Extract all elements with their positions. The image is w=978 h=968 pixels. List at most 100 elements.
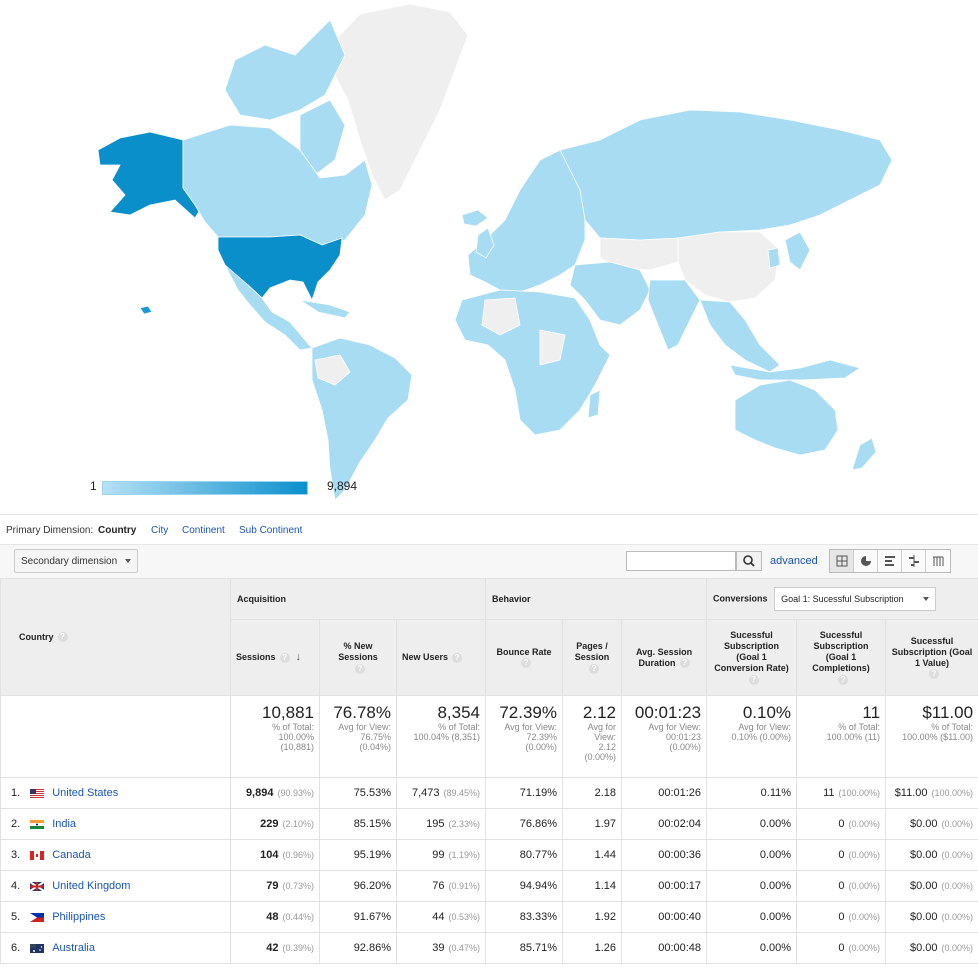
- total-sub: 100.00% ($11.00): [902, 732, 974, 742]
- value-cell: $11.00 (100.00%): [885, 777, 978, 809]
- region-australia[interactable]: [734, 379, 839, 456]
- country-cell: 6. Australia: [0, 932, 231, 964]
- conversions-label: Conversions: [713, 593, 768, 604]
- geo-map[interactable]: 1 9,894: [0, 0, 978, 512]
- total-new-users: 8,354% of Total: 100.04% (8,351): [395, 695, 487, 778]
- help-icon[interactable]: ?: [355, 663, 365, 674]
- row-rank: 3.: [11, 849, 21, 861]
- country-link[interactable]: Philippines: [52, 911, 106, 923]
- performance-view-icon[interactable]: [878, 550, 902, 572]
- world-map-svg[interactable]: [0, 0, 978, 512]
- region-africa-nodata-2[interactable]: [539, 329, 566, 366]
- column-header-pages-session[interactable]: Pages / Session?: [562, 619, 623, 696]
- table-search-input[interactable]: [626, 551, 736, 571]
- sessions-value: 79: [266, 880, 279, 892]
- total-conv-rate: 0.10% Avg for View: 0.10% (0.00%): [706, 695, 798, 778]
- comparison-view-icon[interactable]: [902, 550, 926, 572]
- column-header-new-users[interactable]: New Users?: [395, 619, 487, 696]
- region-se-asia[interactable]: [699, 299, 781, 373]
- pie-view-icon[interactable]: [854, 550, 878, 572]
- sessions-cell: 9,894 (90.93%): [230, 777, 320, 809]
- sessions-cell: 42 (0.39%): [230, 932, 320, 964]
- total-goal-value: $11.00% of Total: 100.00% ($11.00): [885, 695, 978, 778]
- dimension-country[interactable]: Country: [98, 525, 137, 536]
- dimension-city[interactable]: City: [151, 525, 169, 536]
- total-sub: Avg for View:: [504, 722, 558, 732]
- sessions-value: 104: [260, 849, 279, 861]
- total-value: 76.78%: [333, 703, 391, 722]
- region-korea[interactable]: [767, 247, 781, 269]
- country-link[interactable]: Canada: [52, 849, 91, 861]
- region-europe[interactable]: [467, 149, 586, 293]
- column-header-sessions[interactable]: Sessions? ↓: [230, 619, 320, 696]
- country-link[interactable]: United States: [52, 787, 119, 799]
- region-africa[interactable]: [454, 289, 611, 436]
- region-new-zealand[interactable]: [851, 437, 877, 471]
- column-header-country[interactable]: Country?: [0, 578, 231, 696]
- conv-rate-cell: 0.00%: [706, 901, 798, 933]
- help-icon[interactable]: ?: [929, 669, 940, 680]
- help-icon[interactable]: ?: [521, 658, 532, 669]
- new-users-value: 7,473: [411, 787, 440, 799]
- region-china[interactable]: [677, 231, 781, 303]
- country-cell: 2. India: [0, 808, 231, 840]
- country-link[interactable]: Australia: [52, 942, 95, 954]
- help-icon[interactable]: ?: [748, 674, 759, 685]
- totals-row: 10,881% of Total: 100.00% (10,881) 76.78% A…: [0, 695, 978, 778]
- table-view-icon[interactable]: [830, 550, 854, 572]
- duration-cell: 00:00:17: [621, 870, 708, 902]
- help-icon[interactable]: ?: [589, 663, 600, 674]
- new-users-cell: 195 (2.33%): [395, 808, 487, 840]
- dimension-sub-continent[interactable]: Sub Continent: [239, 525, 303, 536]
- region-sa-nodata[interactable]: [314, 354, 351, 386]
- region-africa-nodata-1[interactable]: [481, 297, 521, 336]
- advanced-filter-link[interactable]: advanced: [770, 555, 818, 567]
- region-india[interactable]: [647, 279, 701, 351]
- region-greenland[interactable]: [331, 3, 469, 201]
- au-flag-icon: [30, 943, 45, 953]
- region-russia[interactable]: [559, 109, 893, 241]
- region-united-states[interactable]: [217, 234, 343, 302]
- region-hawaii[interactable]: [139, 305, 153, 315]
- country-header-label: Country: [19, 631, 54, 642]
- column-header-bounce-rate[interactable]: Bounce Rate?: [485, 619, 564, 696]
- help-icon[interactable]: ?: [57, 632, 68, 643]
- column-header-pct-new-sessions[interactable]: % New Sessions?: [319, 619, 397, 696]
- sort-desc-icon[interactable]: ↓: [295, 651, 302, 663]
- total-sessions-value: 10,881: [262, 703, 314, 722]
- help-icon[interactable]: ?: [452, 652, 463, 663]
- region-canada[interactable]: [182, 124, 373, 246]
- region-caribbean[interactable]: [299, 299, 351, 319]
- completions-cell: 11 (100.00%): [796, 777, 887, 809]
- sessions-cell: 104 (0.96%): [230, 839, 320, 871]
- region-alaska[interactable]: [97, 131, 201, 219]
- total-value: 8,354: [437, 703, 481, 722]
- region-indonesia[interactable]: [729, 359, 861, 381]
- help-icon[interactable]: ?: [838, 674, 849, 685]
- help-icon[interactable]: ?: [679, 658, 690, 669]
- country-link[interactable]: United Kingdom: [52, 880, 131, 892]
- help-icon[interactable]: ?: [279, 652, 290, 663]
- column-header-value[interactable]: Sucessful Subscription (Goal 1 Value)?: [885, 619, 978, 696]
- column-header-avg-duration[interactable]: Avg. Session Duration?: [621, 619, 708, 696]
- pages-session-header-label: Pages / Session: [574, 641, 610, 662]
- region-japan[interactable]: [784, 231, 811, 271]
- value-pct: (0.00%): [941, 850, 974, 860]
- region-kazakhstan[interactable]: [599, 237, 681, 271]
- new-users-cell: 7,473 (89.45%): [395, 777, 487, 809]
- search-button[interactable]: [736, 551, 762, 571]
- region-iceland[interactable]: [461, 209, 489, 227]
- region-arctic-islands[interactable]: [224, 19, 346, 121]
- country-link[interactable]: India: [52, 818, 77, 830]
- region-madagascar[interactable]: [587, 389, 601, 419]
- column-header-conv-rate[interactable]: Sucessful Subscription (Goal 1 Conversio…: [706, 619, 798, 696]
- goal-selector-dropdown[interactable]: Goal 1: Sucessful Subscription: [774, 587, 937, 611]
- column-header-completions[interactable]: Sucessful Subscription (Goal 1 Completio…: [796, 619, 887, 696]
- region-middle-east[interactable]: [569, 261, 651, 326]
- secondary-dimension-dropdown[interactable]: Secondary dimension: [14, 549, 138, 573]
- total-sub: 0.10% (0.00%): [731, 732, 792, 742]
- legend-gradient-bar: [102, 481, 308, 495]
- dimension-continent[interactable]: Continent: [182, 525, 225, 536]
- region-uk[interactable]: [475, 227, 495, 259]
- pivot-view-icon[interactable]: [926, 550, 950, 572]
